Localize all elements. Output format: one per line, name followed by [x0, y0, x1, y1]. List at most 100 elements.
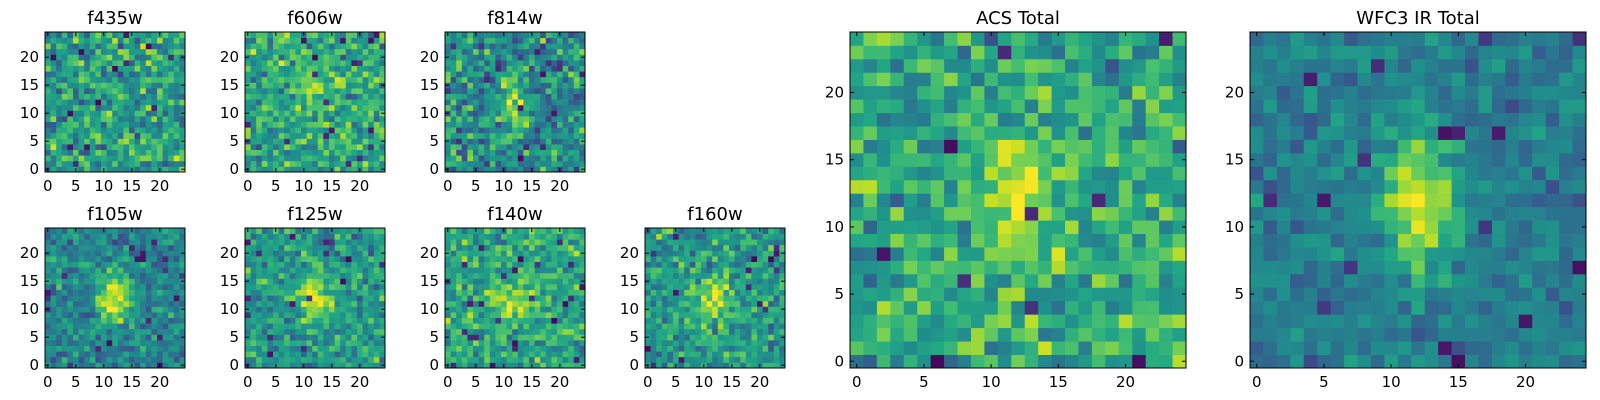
heatmap-cell: [478, 256, 485, 262]
heatmap-cell: [340, 65, 347, 72]
heatmap-cell: [495, 244, 502, 251]
heatmap-cell: [289, 71, 296, 78]
heatmap-cell: [373, 228, 380, 234]
heatmap-cell: [534, 104, 541, 111]
heatmap-cell: [106, 323, 113, 330]
heatmap-cell: [245, 160, 251, 167]
heatmap-cell: [501, 312, 507, 318]
heatmap-cell: [140, 284, 147, 290]
heatmap-cell: [1132, 166, 1147, 181]
heatmap-cell: [917, 327, 932, 342]
y-tick-label: 10: [220, 104, 239, 122]
heatmap-cell: [89, 127, 96, 134]
heatmap-cell: [357, 272, 363, 279]
heatmap-cell: [473, 54, 479, 61]
heatmap-cell: [706, 323, 713, 330]
heatmap-cell: [168, 256, 175, 262]
heatmap-cell: [101, 43, 107, 50]
heatmap-cell: [273, 60, 279, 66]
heatmap-cell: [101, 60, 107, 66]
heatmap-cell: [684, 284, 691, 290]
heatmap-cell: [745, 334, 752, 341]
heatmap-cell: [267, 295, 274, 302]
heatmap-cell: [779, 345, 786, 352]
heatmap-cell: [689, 284, 696, 290]
heatmap-cell: [512, 244, 519, 251]
heatmap-cell: [506, 345, 513, 352]
heatmap-cell: [179, 104, 186, 111]
heatmap-cell: [729, 261, 735, 268]
heatmap-cell: [534, 345, 541, 352]
heatmap-cell: [340, 345, 347, 352]
heatmap-cell: [379, 37, 386, 44]
heatmap-cell: [357, 71, 363, 78]
heatmap-cell: [250, 345, 257, 352]
heatmap-cell: [295, 300, 302, 307]
heatmap-cell: [362, 250, 369, 257]
heatmap-cell: [317, 104, 324, 111]
heatmap-cell: [245, 60, 251, 66]
heatmap-cell: [545, 127, 552, 134]
heatmap-cell: [779, 351, 786, 358]
heatmap-cell: [351, 356, 358, 363]
heatmap-cell: [523, 261, 530, 268]
heatmap-cell: [495, 306, 502, 313]
heatmap-cell: [162, 166, 169, 173]
heatmap-cell: [289, 43, 296, 50]
heatmap-cell: [89, 65, 96, 72]
heatmap-cell: [650, 267, 657, 274]
heatmap-cell: [489, 160, 496, 167]
heatmap-cell: [495, 127, 502, 134]
heatmap-cell: [278, 132, 285, 139]
heatmap-cell: [695, 284, 702, 290]
heatmap-cell: [1132, 341, 1147, 355]
heatmap-cell: [529, 284, 535, 290]
heatmap-cell: [140, 166, 147, 173]
heatmap-cell: [1011, 354, 1026, 369]
heatmap-cell: [67, 82, 74, 89]
heatmap-cell: [306, 334, 313, 341]
heatmap-cell: [656, 362, 663, 369]
heatmap-cell: [523, 116, 530, 122]
heatmap-cell: [523, 88, 530, 94]
heatmap-cell: [495, 362, 502, 369]
y-tick-label: 0: [229, 356, 239, 374]
heatmap-cell: [151, 76, 158, 83]
heatmap-cell: [117, 356, 124, 363]
heatmap-cell: [329, 76, 335, 83]
heatmap-cell: [340, 328, 347, 335]
heatmap-cell: [345, 267, 352, 274]
heatmap-cell: [701, 284, 707, 290]
heatmap-cell: [362, 284, 369, 290]
heatmap-cell: [529, 345, 535, 352]
heatmap-cell: [78, 116, 85, 122]
heatmap-cell: [689, 244, 696, 251]
heatmap-cell: [368, 54, 375, 61]
heatmap-cell: [930, 287, 945, 302]
heatmap-cell: [345, 71, 352, 78]
heatmap-cell: [1172, 327, 1187, 342]
heatmap-cell: [970, 341, 985, 355]
heatmap-cell: [56, 323, 63, 330]
heatmap-cell: [1051, 354, 1066, 369]
heatmap-cell: [340, 132, 347, 139]
heatmap-cell: [523, 155, 530, 162]
heatmap-cell: [461, 228, 468, 234]
heatmap-cell: [145, 272, 152, 279]
heatmap-cell: [106, 261, 113, 268]
heatmap-cell: [101, 65, 107, 72]
heatmap-cell: [779, 256, 786, 262]
heatmap-cell: [678, 228, 685, 234]
heatmap-cell: [930, 300, 945, 315]
heatmap-cell: [289, 312, 296, 318]
heatmap-cell: [701, 250, 707, 257]
heatmap-cell: [112, 43, 119, 50]
heatmap-cell: [551, 317, 558, 324]
heatmap-cell: [456, 43, 463, 50]
heatmap-cell: [162, 244, 169, 251]
heatmap-cell: [306, 54, 313, 61]
heatmap-cell: [250, 138, 257, 145]
heatmap-cell: [529, 261, 535, 268]
heatmap-cell: [129, 60, 135, 66]
heatmap-cell: [256, 317, 263, 324]
